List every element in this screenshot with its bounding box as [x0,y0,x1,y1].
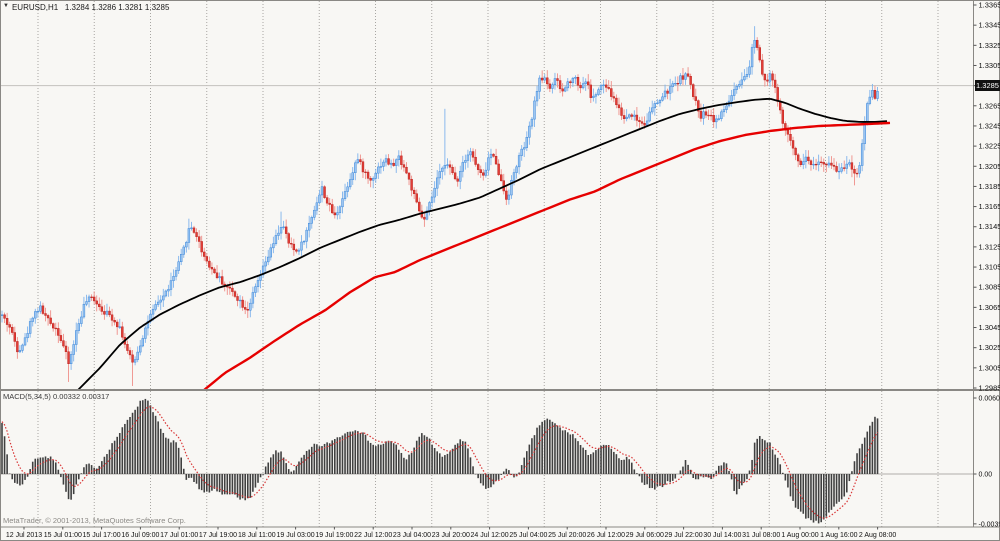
svg-text:1.3345: 1.3345 [979,21,1000,30]
svg-text:1.3025: 1.3025 [979,343,1000,352]
symbol-quote-label: ▼ EURUSD,H1 1.3284 1.3286 1.3281 1.3285 [3,3,169,12]
svg-text:1.3145: 1.3145 [979,222,1000,231]
svg-text:1.3325: 1.3325 [979,41,1000,50]
current-price-tag: 1.3285 [975,80,1000,92]
svg-text:1 Aug 16:00: 1 Aug 16:00 [820,532,857,539]
svg-text:22 Jul 12:00: 22 Jul 12:00 [354,532,392,539]
svg-text:0.00605: 0.00605 [979,396,1000,403]
svg-text:15 Jul 01:00: 15 Jul 01:00 [44,532,82,539]
svg-text:1.3045: 1.3045 [979,323,1000,332]
svg-text:1.3245: 1.3245 [979,121,1000,130]
macd-axis-labels: 0.00605 0.00 -0.00397 [973,396,1000,528]
svg-text:2 Aug 08:00: 2 Aug 08:00 [859,532,896,539]
svg-text:1.3225: 1.3225 [979,142,1000,151]
svg-text:18 Jul 11:00: 18 Jul 11:00 [238,532,276,539]
svg-text:26 Jul 12:00: 26 Jul 12:00 [587,532,625,539]
symbol-dropdown-icon[interactable]: ▼ [3,3,9,9]
svg-text:17 Jul 01:00: 17 Jul 01:00 [160,532,198,539]
price-axis[interactable] [974,0,1000,527]
svg-text:1.3365: 1.3365 [979,1,1000,10]
svg-text:29 Jul 06:00: 29 Jul 06:00 [626,532,664,539]
symbol-quote-text: EURUSD,H1 1.3284 1.3286 1.3281 1.3285 [11,3,170,12]
svg-text:17 Jul 19:00: 17 Jul 19:00 [199,532,237,539]
svg-text:12 Jul 2013: 12 Jul 2013 [6,532,42,539]
svg-text:1 Aug 00:00: 1 Aug 00:00 [781,532,818,539]
svg-text:1.3165: 1.3165 [979,202,1000,211]
macd-panel[interactable] [0,391,973,527]
svg-text:15 Jul 17:00: 15 Jul 17:00 [83,532,121,539]
svg-text:31 Jul 08:00: 31 Jul 08:00 [742,532,780,539]
copyright-label: MetaTrader, © 2001-2013, MetaQuotes Soft… [3,516,186,525]
svg-text:0.00: 0.00 [979,472,993,479]
svg-text:30 Jul 14:00: 30 Jul 14:00 [703,532,741,539]
svg-text:1.2985: 1.2985 [979,384,1000,393]
macd-indicator-label: MACD(5,34,5) 0.00332 0.00317 [3,392,110,401]
time-axis-labels: 12 Jul 2013 15 Jul 01:00 15 Jul 17:00 16 Ju… [6,527,896,539]
svg-text:-0.00397: -0.00397 [979,521,1000,528]
svg-text:29 Jul 22:00: 29 Jul 22:00 [665,532,703,539]
svg-text:1.3085: 1.3085 [979,283,1000,292]
svg-text:1.3265: 1.3265 [979,101,1000,110]
svg-text:1.3005: 1.3005 [979,363,1000,372]
svg-text:25 Jul 04:00: 25 Jul 04:00 [509,532,547,539]
svg-text:25 Jul 20:00: 25 Jul 20:00 [548,532,586,539]
svg-text:23 Jul 20:00: 23 Jul 20:00 [432,532,470,539]
svg-text:1.3105: 1.3105 [979,263,1000,272]
price-axis-labels: 1.3365 1.3345 1.3325 1.3305 1.3285 1.3265 1.32… [973,1,1000,393]
svg-text:19 Jul 19:00: 19 Jul 19:00 [315,532,353,539]
svg-text:16 Jul 09:00: 16 Jul 09:00 [121,532,159,539]
svg-text:19 Jul 03:00: 19 Jul 03:00 [277,532,315,539]
svg-text:1.3065: 1.3065 [979,303,1000,312]
svg-text:1.3125: 1.3125 [979,242,1000,251]
svg-text:1.3185: 1.3185 [979,182,1000,191]
svg-text:1.3305: 1.3305 [979,61,1000,70]
svg-text:24 Jul 12:00: 24 Jul 12:00 [471,532,509,539]
svg-text:23 Jul 04:00: 23 Jul 04:00 [393,532,431,539]
time-axis[interactable] [0,527,1000,541]
svg-text:1.3205: 1.3205 [979,162,1000,171]
